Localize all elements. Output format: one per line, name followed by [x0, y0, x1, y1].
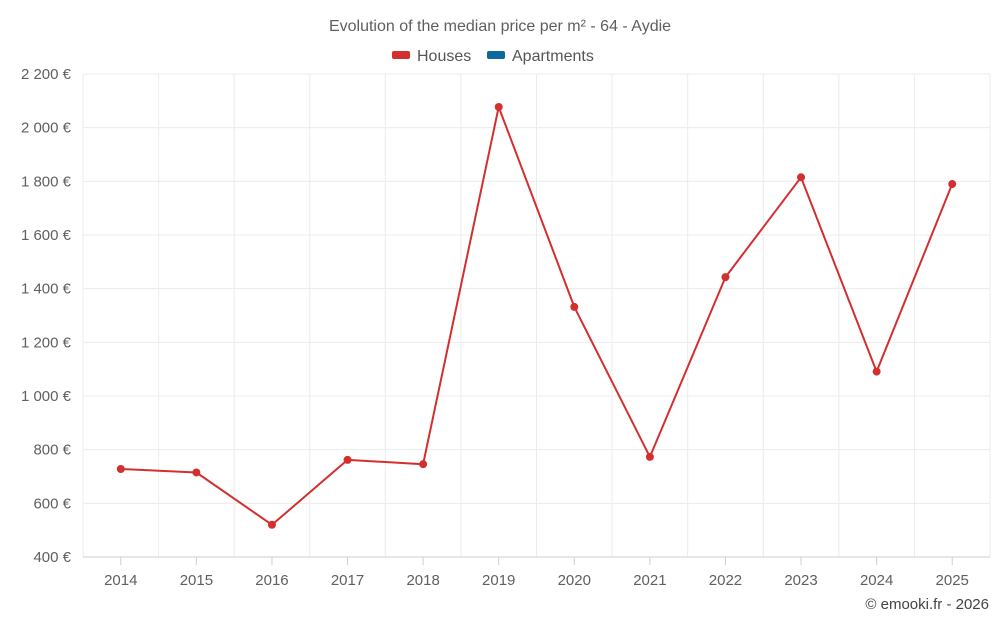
- data-point-houses[interactable]: [419, 460, 428, 469]
- data-point-houses[interactable]: [645, 452, 654, 461]
- x-tick-label: 2024: [860, 572, 893, 589]
- data-point-houses[interactable]: [343, 455, 352, 464]
- series-houses: [116, 103, 957, 529]
- y-tick-label: 2 000 €: [21, 120, 72, 137]
- x-tick-label: 2018: [406, 572, 439, 589]
- data-point-houses[interactable]: [570, 302, 579, 311]
- y-tick-label: 400 €: [33, 549, 71, 566]
- legend-swatch-apartments: [487, 51, 505, 59]
- credit-text: © emooki.fr - 2026: [865, 596, 989, 613]
- legend-swatch-houses: [392, 51, 410, 59]
- legend-label-apartments: Apartments: [512, 48, 594, 65]
- y-tick-label: 1 400 €: [21, 281, 72, 298]
- series-line-houses: [120, 106, 954, 526]
- y-tick-label: 800 €: [33, 442, 71, 459]
- data-point-houses[interactable]: [721, 273, 730, 282]
- chart-title: Evolution of the median price per m² - 6…: [329, 18, 671, 35]
- legend-item-apartments[interactable]: Apartments: [487, 48, 594, 65]
- x-tick-label: 2015: [180, 572, 213, 589]
- x-tick-label: 2023: [784, 572, 817, 589]
- x-gridlines: [82, 74, 991, 557]
- x-axis-tick-labels: 2014 2015 2016 2017 2018 2019 2020 2021 2022 2023…: [104, 572, 969, 589]
- data-point-houses[interactable]: [872, 367, 881, 376]
- legend-label-houses: Houses: [417, 48, 471, 65]
- x-tick-label: 2019: [482, 572, 515, 589]
- data-point-houses[interactable]: [948, 180, 957, 189]
- data-point-houses[interactable]: [192, 468, 201, 477]
- y-axis-tick-labels: 400 € 600 € 800 € 1 000 € 1 200 € 1 400 € 1 60…: [21, 66, 72, 566]
- y-tick-label: 2 200 €: [21, 66, 72, 83]
- data-point-houses[interactable]: [797, 173, 806, 182]
- y-tick-label: 1 800 €: [21, 173, 72, 190]
- x-tick-label: 2016: [255, 572, 288, 589]
- x-tick-label: 2021: [633, 572, 666, 589]
- y-tick-label: 600 €: [33, 495, 71, 512]
- x-tick-label: 2020: [558, 572, 591, 589]
- data-point-houses[interactable]: [267, 520, 276, 529]
- data-point-houses[interactable]: [116, 464, 125, 473]
- legend: Houses Apartments: [392, 48, 594, 65]
- x-tick-label: 2017: [331, 572, 364, 589]
- y-tick-label: 1 600 €: [21, 227, 72, 244]
- legend-item-houses[interactable]: Houses: [392, 48, 471, 65]
- y-tick-label: 1 200 €: [21, 334, 72, 351]
- x-tick-label: 2014: [104, 572, 137, 589]
- x-tick-label: 2025: [936, 572, 969, 589]
- data-point-houses[interactable]: [494, 103, 503, 112]
- y-tick-label: 1 000 €: [21, 388, 72, 405]
- axes: [83, 556, 990, 565]
- x-tick-label: 2022: [709, 572, 742, 589]
